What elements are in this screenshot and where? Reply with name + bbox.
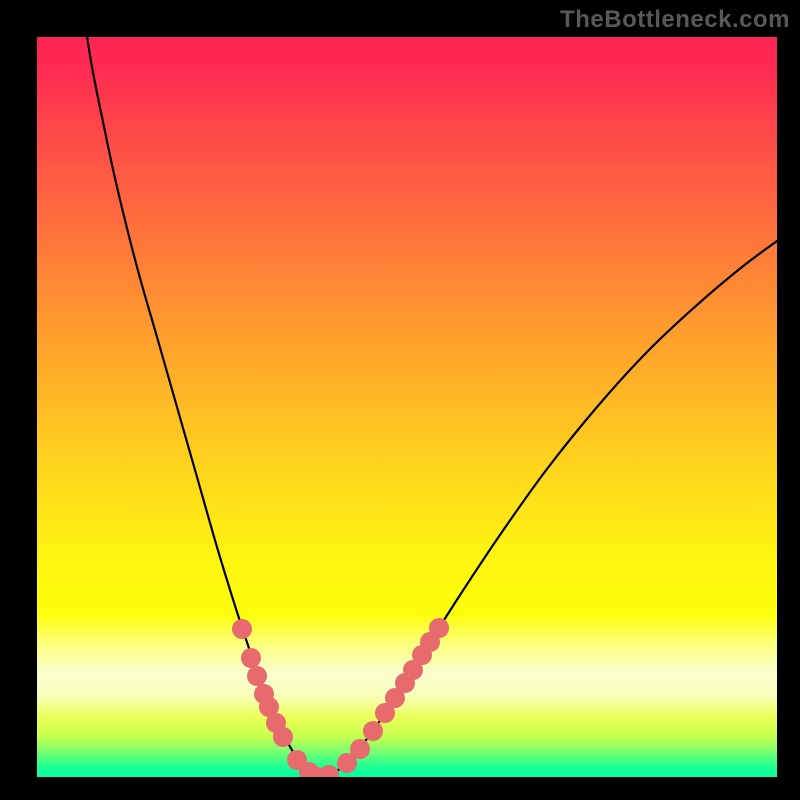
data-dot: [232, 619, 252, 639]
data-dot: [363, 721, 383, 741]
data-dot: [429, 618, 449, 638]
data-dot: [350, 739, 370, 759]
chart-container: TheBottleneck.com: [0, 0, 800, 800]
watermark-text: TheBottleneck.com: [560, 6, 790, 34]
data-dots: [232, 618, 449, 777]
plot-area: [37, 37, 777, 777]
data-dot: [247, 666, 267, 686]
data-dot: [241, 648, 261, 668]
bottleneck-curve: [84, 37, 777, 777]
data-dot: [273, 727, 293, 747]
curve-layer: [37, 37, 777, 777]
data-dot: [319, 765, 339, 777]
